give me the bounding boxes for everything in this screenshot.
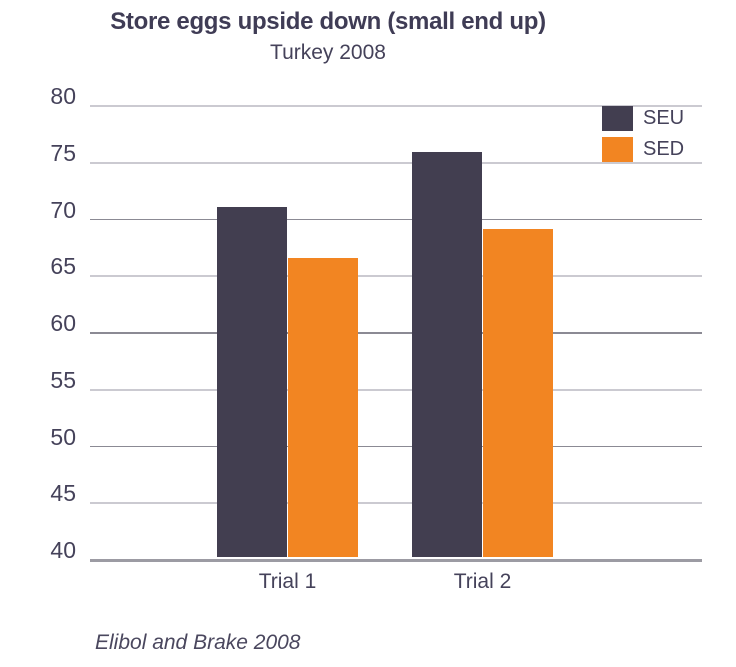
legend-item-seu: SEU (602, 106, 684, 131)
legend-label-sed: SED (643, 138, 685, 160)
plot-area (90, 105, 702, 562)
bar-sed-trial-1 (288, 258, 358, 557)
gridline-75 (90, 161, 702, 164)
legend-item-sed: SED (602, 137, 684, 162)
legend-label-seu: SEU (643, 107, 685, 129)
gridline-70 (90, 218, 702, 220)
gridline-60 (90, 332, 702, 334)
y-tick-label-40: 40 (50, 537, 76, 563)
gridline-50 (90, 445, 702, 447)
y-tick-label-70: 70 (50, 196, 76, 223)
legend: SEU SED (602, 106, 684, 168)
chart-subtitle: Turkey 2008 (270, 41, 386, 64)
legend-swatch-seu (602, 106, 633, 131)
gridline-65 (90, 275, 702, 278)
x-tick-label-trial-2: Trial 2 (453, 570, 512, 593)
y-tick-label-80: 80 (50, 83, 76, 109)
y-tick-label-65: 65 (50, 253, 76, 280)
gridline-80 (90, 105, 702, 107)
y-tick-label-55: 55 (50, 366, 76, 393)
y-tick-label-75: 75 (50, 139, 76, 166)
bar-sed-trial-2 (483, 228, 553, 557)
legend-swatch-sed (602, 137, 633, 162)
gridline-55 (90, 388, 702, 391)
chart-title: Store eggs upside down (small end up) (110, 8, 546, 35)
y-tick-label-50: 50 (50, 423, 76, 450)
bar-seu-trial-1 (217, 207, 287, 557)
source-caption: Elibol and Brake 2008 (95, 631, 301, 654)
x-tick-label-trial-1: Trial 1 (258, 570, 317, 593)
gridline-40 (90, 559, 702, 562)
gridline-45 (90, 502, 702, 505)
bar-seu-trial-2 (412, 151, 482, 557)
y-tick-label-45: 45 (50, 480, 76, 507)
y-tick-label-60: 60 (50, 310, 76, 336)
